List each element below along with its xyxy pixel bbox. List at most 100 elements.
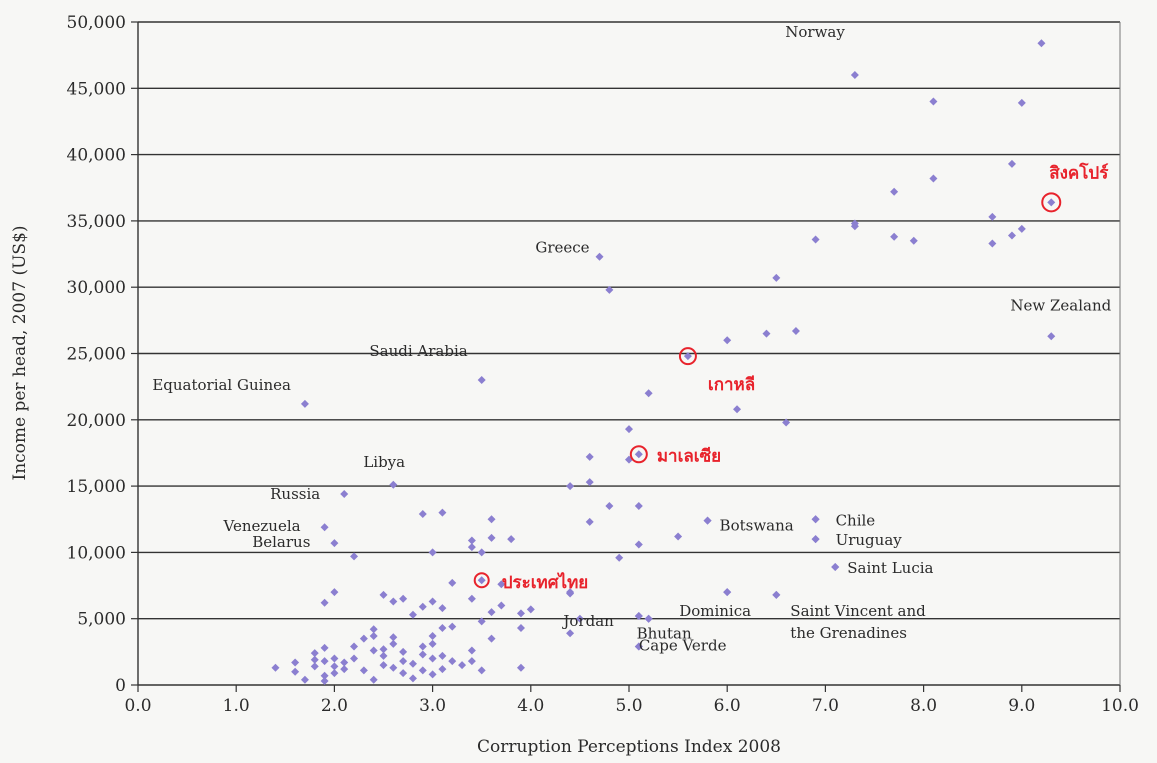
- data-point: [772, 590, 781, 599]
- data-point: [369, 675, 378, 684]
- x-tick-labels: 0.0 1.0 2.0 3.0 4.0 5.0 6.0 7.0 8.0 9.0 10.0: [124, 685, 1139, 716]
- x-tick-label: 10.0: [1101, 696, 1139, 716]
- data-point: [566, 588, 575, 597]
- data-point: [438, 651, 447, 660]
- data-point: [438, 604, 447, 613]
- data-point: [300, 399, 309, 408]
- data-point: [408, 610, 417, 619]
- point-label: Botswana: [720, 517, 794, 535]
- point-label: Saudi Arabia: [369, 342, 467, 360]
- data-point: [1037, 39, 1046, 48]
- data-point: [418, 602, 427, 611]
- data-point: [566, 629, 575, 638]
- data-point: [831, 562, 840, 571]
- data-point: [467, 646, 476, 655]
- data-point: [418, 650, 427, 659]
- x-tick-label: 4.0: [517, 696, 544, 716]
- data-point: [585, 478, 594, 487]
- y-tick-label: 30,000: [67, 278, 126, 298]
- data-point: [320, 677, 329, 686]
- data-point: [291, 667, 300, 676]
- data-point: [320, 657, 329, 666]
- data-point: [929, 97, 938, 106]
- data-point: [585, 452, 594, 461]
- data-point: [772, 273, 781, 282]
- data-point: [320, 598, 329, 607]
- point-label-line2: the Grenadines: [790, 624, 907, 642]
- data-point: [477, 548, 486, 557]
- y-tick-label: 0: [115, 676, 126, 696]
- data-point: [408, 659, 417, 668]
- data-point: [320, 671, 329, 680]
- data-point: [330, 654, 339, 663]
- highlight-label: เกาหลี: [708, 374, 755, 395]
- y-tick-label: 15,000: [67, 477, 126, 497]
- y-tick-label: 50,000: [67, 13, 126, 33]
- data-point: [634, 642, 643, 651]
- data-point: [408, 674, 417, 683]
- highlight-label: มาเลเซีย: [657, 445, 721, 466]
- data-point: [811, 235, 820, 244]
- data-point: [585, 517, 594, 526]
- y-tick-labels: 0 5,000 10,000 15,000 20,000 25,000 30,000 35,0…: [67, 13, 138, 696]
- y-tick-label: 35,000: [67, 212, 126, 232]
- data-point: [448, 622, 457, 631]
- data-point: [399, 594, 408, 603]
- data-point: [320, 523, 329, 532]
- data-point: [487, 608, 496, 617]
- x-tick-label: 0.0: [124, 696, 151, 716]
- data-point: [1017, 224, 1026, 233]
- data-point: [428, 631, 437, 640]
- data-point: [428, 654, 437, 663]
- point-label: Chile: [836, 511, 876, 529]
- data-point: [330, 662, 339, 671]
- data-point: [929, 174, 938, 183]
- point-label: Russia: [270, 485, 320, 503]
- data-point: [389, 597, 398, 606]
- data-point: [477, 666, 486, 675]
- data-point: [379, 651, 388, 660]
- data-point: [291, 658, 300, 667]
- x-tick-label: 1.0: [223, 696, 250, 716]
- x-axis-title: Corruption Perceptions Index 2008: [477, 737, 781, 757]
- data-point: [890, 187, 899, 196]
- data-point: [644, 614, 653, 623]
- data-point: [850, 71, 859, 80]
- y-tick-label: 40,000: [67, 146, 126, 166]
- point-label: Saint Lucia: [847, 559, 933, 577]
- data-point: [399, 647, 408, 656]
- data-point: [389, 639, 398, 648]
- data-point: [516, 623, 525, 632]
- grid-lines: [138, 21, 1120, 620]
- data-point: [320, 643, 329, 652]
- data-point: [389, 633, 398, 642]
- y-tick-label: 5,000: [77, 610, 126, 630]
- data-point: [389, 663, 398, 672]
- data-point: [340, 490, 349, 499]
- highlight-circle: [1041, 192, 1062, 213]
- data-point: [1047, 198, 1056, 207]
- data-point: [418, 642, 427, 651]
- x-tick-label: 3.0: [419, 696, 446, 716]
- data-point: [605, 285, 614, 294]
- data-point: [674, 532, 683, 541]
- data-point: [487, 515, 496, 524]
- data-point: [330, 539, 339, 548]
- data-point: [605, 501, 614, 510]
- point-label: Bhutan: [637, 625, 692, 643]
- data-point: [369, 625, 378, 634]
- data-point: [762, 329, 771, 338]
- data-point: [516, 663, 525, 672]
- y-tick-label: 45,000: [67, 79, 126, 99]
- x-tick-label: 6.0: [714, 696, 741, 716]
- data-point: [350, 654, 359, 663]
- data-point: [418, 509, 427, 518]
- data-point: [625, 425, 633, 434]
- x-tick-label: 5.0: [615, 696, 642, 716]
- data-point: [428, 639, 437, 648]
- data-point: [438, 508, 447, 517]
- point-labels: Norway Greece New Zealand Saudi Arabia Equat…: [152, 23, 1111, 655]
- data-point: [507, 535, 516, 544]
- y-tick-label: 25,000: [67, 345, 126, 365]
